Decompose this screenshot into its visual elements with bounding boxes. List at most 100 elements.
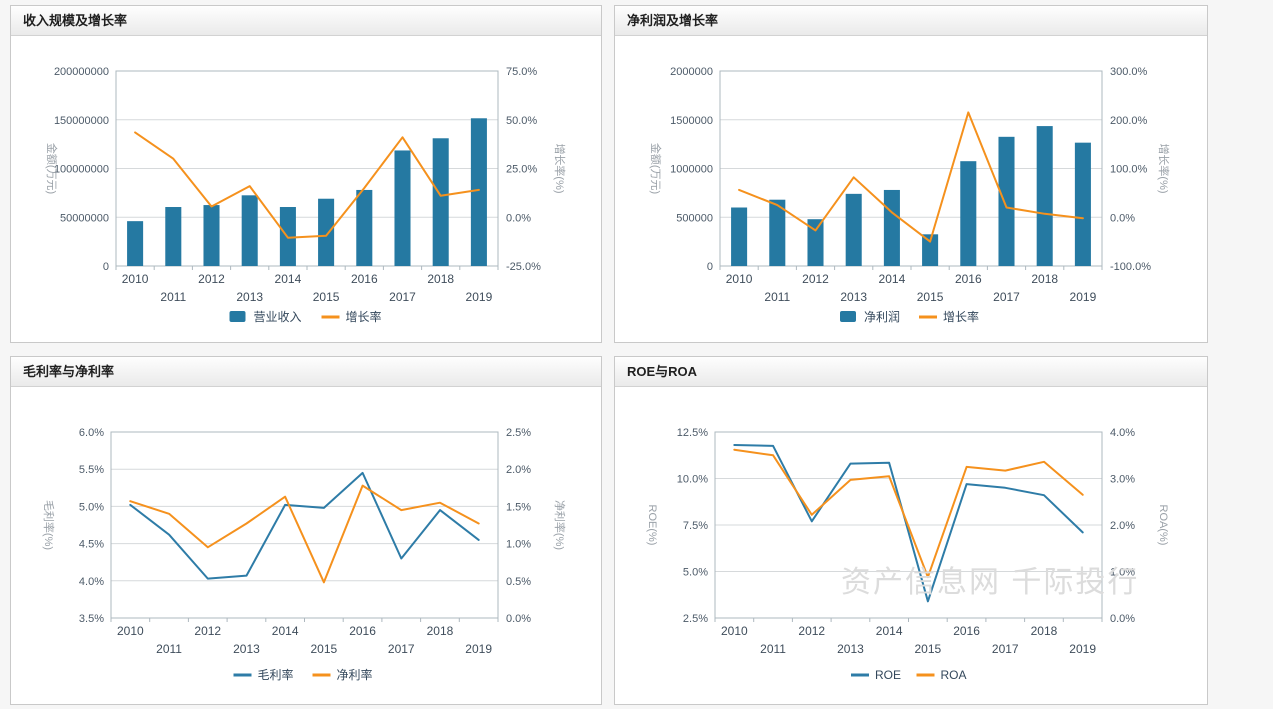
- right-axis-tick: 50.0%: [506, 115, 537, 127]
- x-axis-label: 2014: [876, 624, 903, 638]
- right-axis-title: 增长率(%): [1157, 143, 1171, 193]
- left-axis-title: 金额(万元): [649, 143, 663, 194]
- x-axis-label: 2010: [117, 624, 144, 638]
- roe-roa-svg: 2.5% 0.0% 5.0% 1.0% 7.5% 2.0% 10.0% 3.0% 12.5% 4.…: [646, 427, 1169, 682]
- left-axis-tick: 5.5%: [79, 464, 104, 476]
- x-axis-label: 2018: [1031, 624, 1058, 638]
- panel-title: 净利润及增长率: [627, 13, 719, 28]
- x-axis-label: 2016: [953, 624, 980, 638]
- x-axis-label: 2018: [1031, 272, 1058, 286]
- right-axis-tick: 1.0%: [1110, 567, 1135, 579]
- legend-label: 净利润: [864, 310, 900, 324]
- x-axis-label: 2014: [275, 272, 302, 286]
- left-axis-tick: 0: [707, 261, 713, 273]
- right-axis-tick: 4.0%: [1110, 427, 1135, 439]
- bar-营业收入-2018: [432, 138, 449, 266]
- revenue-growth-chart: 0 -25.0% 50000000 0.0% 100000000 25.0% 1500000…: [11, 36, 601, 348]
- x-axis-label: 2015: [313, 290, 340, 304]
- x-axis-label: 2010: [721, 624, 748, 638]
- legend-item-净利率[interactable]: 净利率: [312, 667, 373, 682]
- bar-净利润-2015: [922, 234, 939, 266]
- left-axis-tick: 2.5%: [683, 613, 708, 625]
- bar-净利润-2012: [807, 219, 824, 266]
- legend-item-增长率[interactable]: 增长率: [321, 309, 382, 324]
- netprofit-growth-chart: 0 -100.0% 500000 0.0% 1000000 100.0% 1500000 20…: [615, 36, 1205, 348]
- left-axis-tick: 2000000: [670, 66, 713, 78]
- legend-item-ROA[interactable]: ROA: [916, 668, 967, 682]
- bar-营业收入-2012: [203, 205, 220, 266]
- right-axis-tick: 75.0%: [506, 66, 537, 78]
- x-axis-label: 2018: [427, 272, 454, 286]
- legend-item-增长率[interactable]: 增长率: [919, 309, 979, 324]
- left-axis-tick: 12.5%: [677, 427, 708, 439]
- left-axis-tick: 7.5%: [683, 520, 708, 532]
- right-axis-tick: -25.0%: [506, 261, 541, 273]
- panel-title: 收入规模及增长率: [23, 13, 128, 28]
- legend-item-营业收入[interactable]: 营业收入: [229, 310, 302, 324]
- legend-label: ROE: [875, 668, 901, 682]
- x-axis-label: 2019: [1070, 290, 1097, 304]
- x-axis-label: 2011: [764, 290, 790, 304]
- right-axis-tick: 100.0%: [1110, 164, 1148, 176]
- left-axis-title: 毛利率(%): [42, 500, 56, 550]
- left-axis-tick: 1000000: [670, 164, 713, 176]
- right-axis-tick: 0.5%: [506, 576, 531, 588]
- left-axis-tick: 100000000: [54, 164, 109, 176]
- panel-title: 毛利率与净利率: [23, 364, 115, 379]
- x-axis-label: 2016: [955, 272, 982, 286]
- x-axis-label: 2013: [236, 290, 263, 304]
- roe-roa-chart: 2.5% 0.0% 5.0% 1.0% 7.5% 2.0% 10.0% 3.0% 12.5% 4.…: [615, 387, 1205, 709]
- x-axis-label: 2014: [272, 624, 299, 638]
- left-axis-tick: 10.0%: [677, 474, 708, 486]
- x-axis-label: 2019: [1069, 642, 1096, 656]
- bar-营业收入-2015: [318, 198, 335, 266]
- panel-roe-roa: ROE与ROA 2.5% 0.0% 5.0% 1.0% 7.5% 2.0% 10.0% 3.0…: [614, 356, 1208, 705]
- left-axis-tick: 0: [103, 261, 109, 273]
- bar-营业收入-2013: [241, 195, 258, 266]
- panel-header: 收入规模及增长率: [11, 6, 601, 36]
- panel-revenue-growth: 收入规模及增长率 0 -25.0% 50000000 0.0% 100000000 25.…: [10, 5, 602, 343]
- left-axis-tick: 6.0%: [79, 427, 104, 439]
- panel-header: ROE与ROA: [615, 357, 1207, 387]
- bar-净利润-2018: [1036, 126, 1053, 267]
- left-axis-tick: 200000000: [54, 66, 109, 78]
- legend-label: ROA: [941, 668, 967, 682]
- line-增长率: [738, 111, 1084, 243]
- right-axis-tick: 0.0%: [1110, 613, 1135, 625]
- left-axis-tick: 150000000: [54, 115, 109, 127]
- right-axis-tick: 3.0%: [1110, 474, 1135, 486]
- x-axis-label: 2017: [388, 642, 415, 656]
- x-axis-label: 2011: [156, 642, 182, 656]
- right-axis-tick: 0.0%: [506, 212, 531, 224]
- x-axis-label: 2013: [837, 642, 864, 656]
- bar-净利润-2013: [845, 193, 862, 266]
- right-axis-tick: 1.5%: [506, 501, 531, 513]
- x-axis-label: 2012: [198, 272, 225, 286]
- x-axis-label: 2016: [349, 624, 376, 638]
- x-axis-label: 2019: [466, 290, 493, 304]
- left-axis-tick: 5.0%: [79, 501, 104, 513]
- line-ROA: [733, 448, 1084, 579]
- legend-label: 增长率: [346, 309, 382, 324]
- margin-svg: 3.5% 0.0% 4.0% 0.5% 4.5% 1.0% 5.0% 1.5% 5.5% 2.0%…: [42, 427, 567, 682]
- left-axis-title: ROE(%): [646, 505, 658, 546]
- legend-item-ROE[interactable]: ROE: [851, 668, 901, 682]
- panel-title: ROE与ROA: [627, 364, 698, 379]
- right-axis-title: 增长率(%): [553, 143, 567, 193]
- line-ROE: [733, 444, 1084, 603]
- x-axis-label: 2017: [992, 642, 1019, 656]
- bar-净利润-2011: [769, 199, 786, 266]
- x-axis-label: 2017: [389, 290, 416, 304]
- margin-chart: 3.5% 0.0% 4.0% 0.5% 4.5% 1.0% 5.0% 1.5% 5.5% 2.0%…: [11, 387, 601, 709]
- left-axis-tick: 4.0%: [79, 576, 104, 588]
- legend-item-净利润[interactable]: 净利润: [840, 310, 900, 324]
- x-axis-label: 2013: [233, 642, 260, 656]
- bar-净利润-2014: [883, 189, 900, 266]
- line-毛利率: [129, 471, 480, 580]
- legend-item-毛利率[interactable]: 毛利率: [233, 667, 294, 682]
- line-增长率: [134, 131, 480, 239]
- x-axis-label: 2014: [879, 272, 906, 286]
- x-axis-label: 2018: [427, 624, 454, 638]
- left-axis-tick: 50000000: [60, 212, 109, 224]
- left-axis-tick: 1500000: [670, 115, 713, 127]
